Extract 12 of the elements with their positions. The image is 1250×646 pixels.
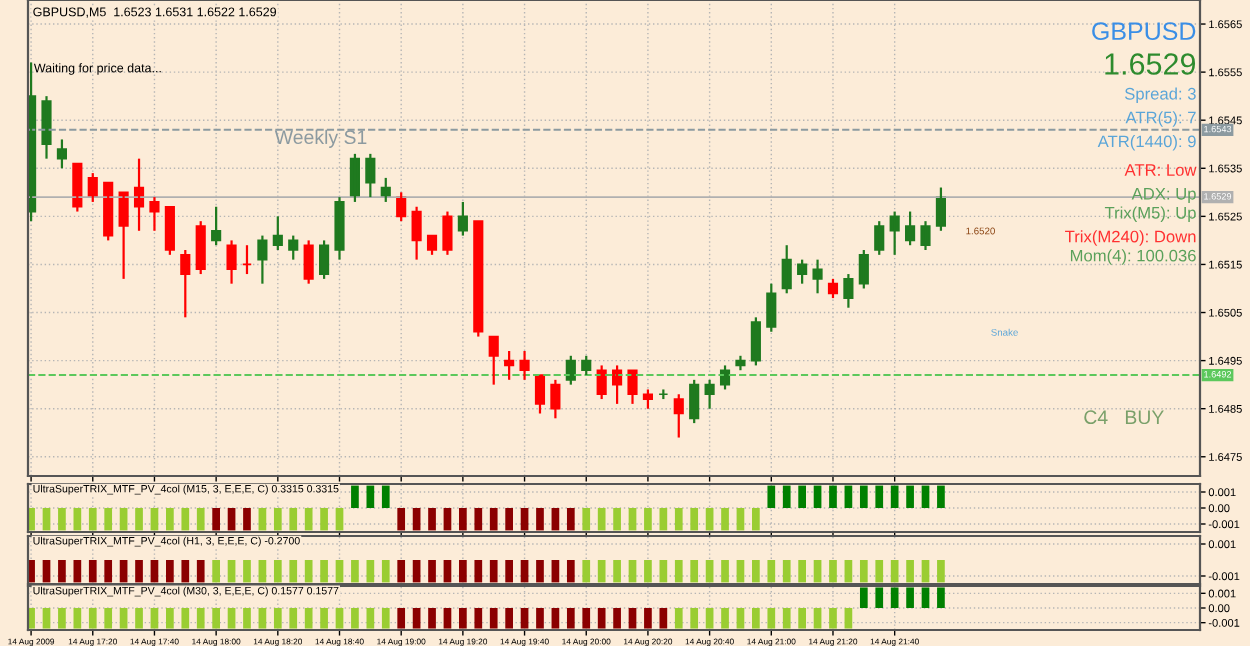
annotation: GBPUSD bbox=[1092, 22, 1196, 41]
annotation: ADX: Up bbox=[1131, 188, 1196, 203]
annotation: ATR: Low bbox=[1124, 164, 1197, 176]
ref-line-label: Weekly S1 bbox=[274, 129, 367, 148]
annotation: ATR(5): 7 bbox=[1125, 111, 1196, 127]
annotation: ATR(1440): 9 bbox=[1097, 135, 1196, 151]
annotation: Trix(M5): Up bbox=[1104, 206, 1196, 222]
annotation: 1.6529 bbox=[1105, 53, 1196, 75]
annotation: C4 BUY bbox=[1084, 410, 1164, 425]
annotation: Mom(4): 100.036 bbox=[1070, 249, 1196, 265]
annotation: Spread: 3 bbox=[1124, 87, 1196, 103]
annotation: Trix(M240): Down bbox=[1065, 230, 1196, 246]
